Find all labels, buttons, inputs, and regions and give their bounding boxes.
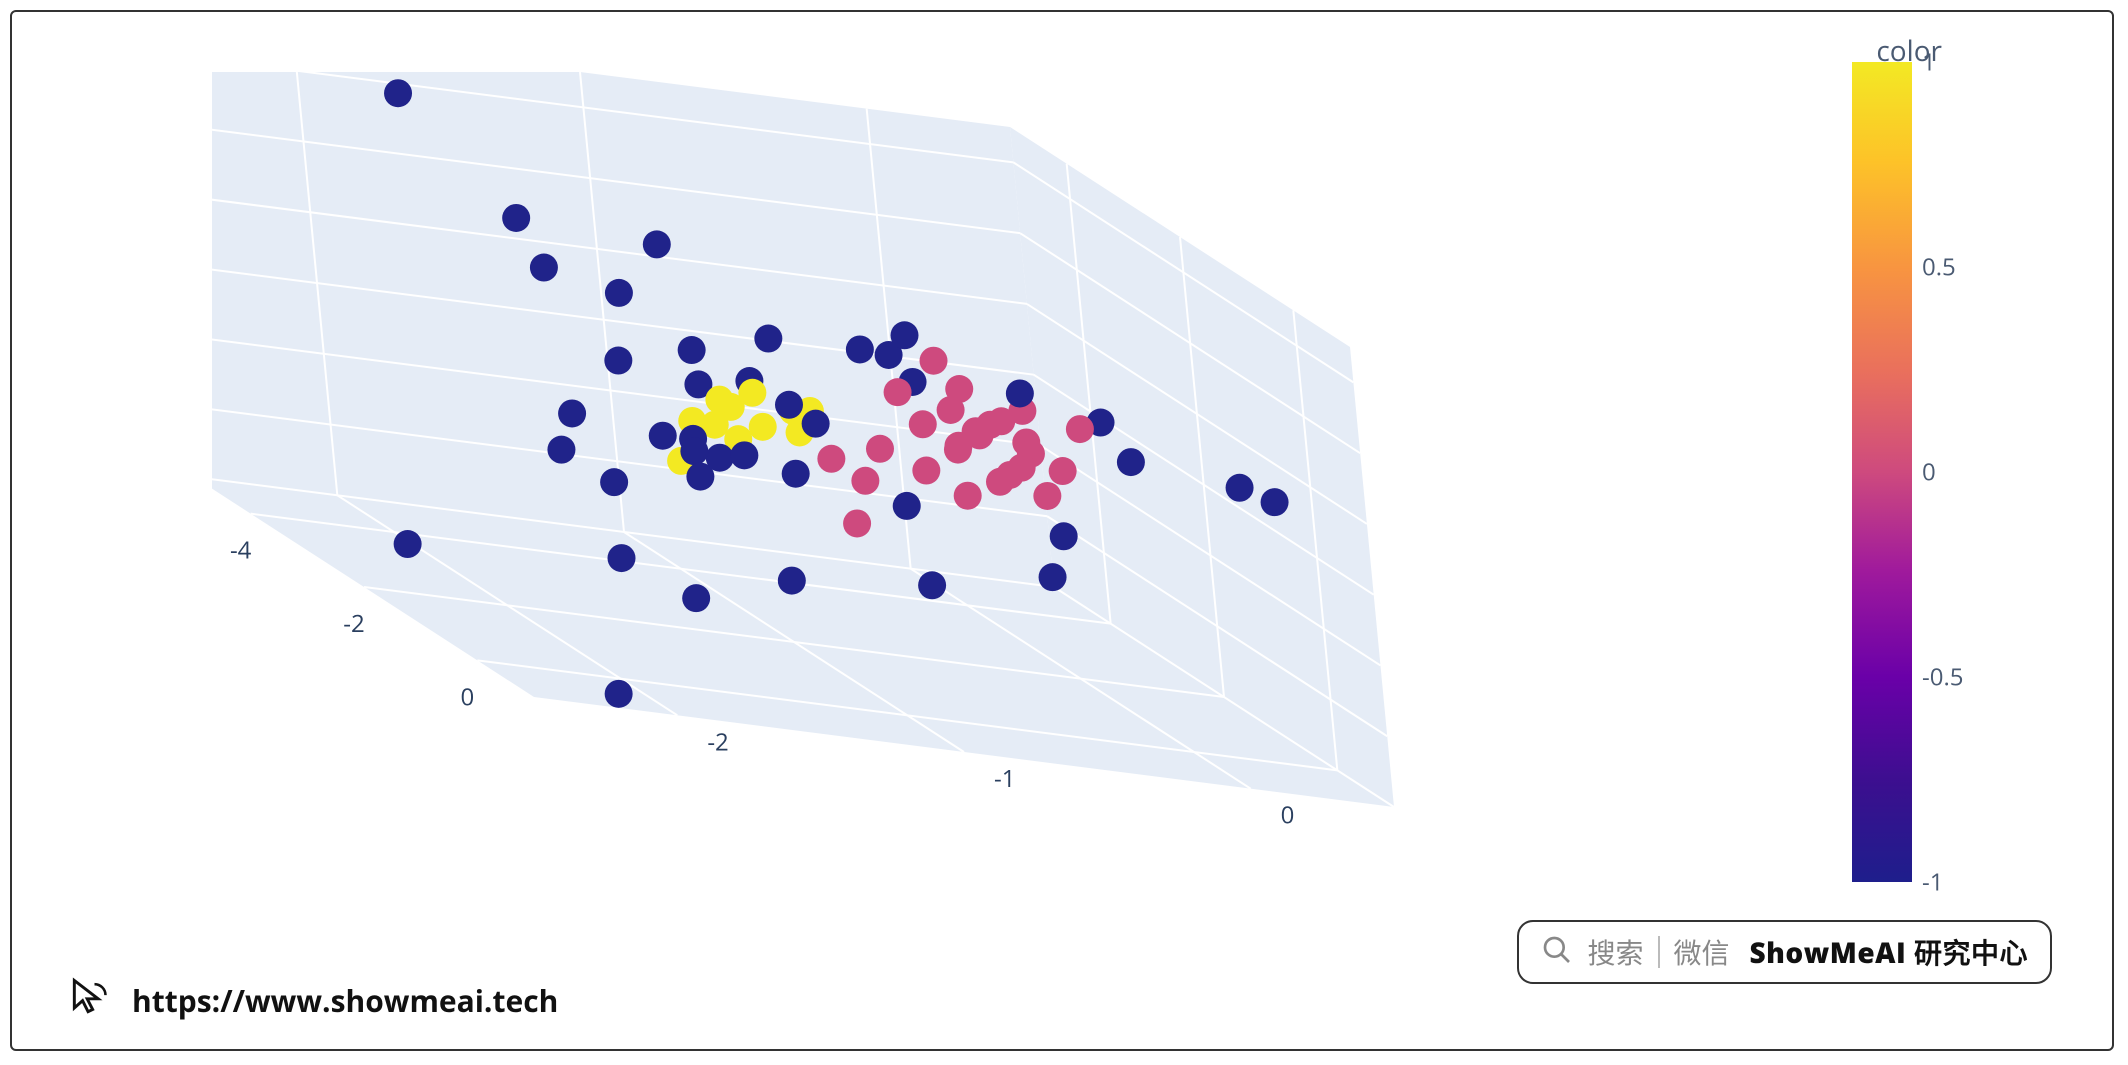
wechat-label: 微信 bbox=[1674, 932, 1730, 972]
scatter-point[interactable] bbox=[846, 335, 874, 363]
scatter-point[interactable] bbox=[502, 204, 530, 232]
scatter-point[interactable] bbox=[384, 79, 412, 107]
scatter-point[interactable] bbox=[1006, 379, 1034, 407]
scatter-point[interactable] bbox=[754, 325, 782, 353]
scatter-point[interactable] bbox=[608, 544, 636, 572]
scatter-point[interactable] bbox=[558, 399, 586, 427]
cursor-icon bbox=[67, 975, 111, 1024]
scatter-point[interactable] bbox=[918, 571, 946, 599]
scatter-point[interactable] bbox=[778, 567, 806, 595]
scatter-point[interactable] bbox=[547, 436, 575, 464]
scatter-point[interactable] bbox=[604, 347, 632, 375]
scatter-point[interactable] bbox=[605, 279, 633, 307]
colorbar-tick: 0.5 bbox=[1922, 251, 1956, 284]
scatter-point[interactable] bbox=[937, 396, 965, 424]
brand-label: ShowMeAI 研究中心 bbox=[1750, 932, 2028, 972]
x-tick: -4 bbox=[230, 534, 252, 567]
scatter-point[interactable] bbox=[605, 680, 633, 708]
scatter-point[interactable] bbox=[944, 436, 972, 464]
scatter-point[interactable] bbox=[1049, 457, 1077, 485]
scatter-point[interactable] bbox=[682, 584, 710, 612]
scatter-point[interactable] bbox=[817, 445, 845, 473]
scatter-point[interactable] bbox=[1066, 415, 1094, 443]
scatter-point[interactable] bbox=[600, 468, 628, 496]
scatter-point[interactable] bbox=[986, 468, 1014, 496]
scatter-point[interactable] bbox=[884, 378, 912, 406]
colorbar-tick: -0.5 bbox=[1922, 661, 1963, 694]
x-tick: 0 bbox=[460, 680, 474, 713]
plot-svg: -3-2-10123z-4-20-2-10 bbox=[212, 72, 1572, 872]
scatter-point[interactable] bbox=[705, 386, 733, 414]
scatter-point[interactable] bbox=[643, 230, 671, 258]
scatter-point[interactable] bbox=[866, 435, 894, 463]
scatter-point[interactable] bbox=[954, 482, 982, 510]
scatter-point[interactable] bbox=[775, 391, 803, 419]
figure-frame: -3-2-10123z-4-20-2-10 color -1-0.500.51 … bbox=[10, 10, 2114, 1051]
scatter-point[interactable] bbox=[912, 457, 940, 485]
scatter-point[interactable] bbox=[530, 254, 558, 282]
scatter-point[interactable] bbox=[909, 410, 937, 438]
scatter-point[interactable] bbox=[802, 410, 830, 438]
scatter-point[interactable] bbox=[893, 492, 921, 520]
x-tick: -2 bbox=[343, 607, 364, 640]
y-tick: 0 bbox=[1281, 799, 1295, 832]
y-tick: -2 bbox=[707, 725, 728, 758]
scatter-point[interactable] bbox=[1226, 474, 1254, 502]
scatter-point[interactable] bbox=[843, 509, 871, 537]
scatter-point[interactable] bbox=[680, 437, 708, 465]
colorbar-tick: -1 bbox=[1922, 866, 1943, 899]
colorbar[interactable]: -1-0.500.51 bbox=[1852, 62, 1912, 882]
scatter-point[interactable] bbox=[1050, 522, 1078, 550]
footer-url: https://www.showmeai.tech bbox=[132, 980, 558, 1021]
scatter-point[interactable] bbox=[394, 530, 422, 558]
scatter-point[interactable] bbox=[1261, 488, 1289, 516]
scatter-point[interactable] bbox=[782, 460, 810, 488]
colorbar-tick: 1 bbox=[1922, 46, 1936, 79]
scatter-point[interactable] bbox=[749, 413, 777, 441]
scatter-point[interactable] bbox=[1033, 482, 1061, 510]
scatter-point[interactable] bbox=[686, 463, 714, 491]
scatter-point[interactable] bbox=[649, 422, 677, 450]
scatter3d-plot[interactable]: -3-2-10123z-4-20-2-10 bbox=[212, 72, 1572, 872]
scatter-point[interactable] bbox=[1117, 448, 1145, 476]
scatter-point[interactable] bbox=[1039, 563, 1067, 591]
scatter-point[interactable] bbox=[851, 467, 879, 495]
divider bbox=[1658, 936, 1660, 968]
watermark-pill: 搜索 微信 ShowMeAI 研究中心 bbox=[1517, 920, 2052, 984]
scatter-point[interactable] bbox=[920, 347, 948, 375]
y-tick: -1 bbox=[994, 762, 1015, 795]
scatter-point[interactable] bbox=[730, 441, 758, 469]
colorbar-tick: 0 bbox=[1922, 456, 1936, 489]
scatter-point[interactable] bbox=[891, 321, 919, 349]
search-icon bbox=[1541, 934, 1573, 971]
search-label: 搜索 bbox=[1587, 932, 1643, 972]
scatter-point[interactable] bbox=[678, 336, 706, 364]
